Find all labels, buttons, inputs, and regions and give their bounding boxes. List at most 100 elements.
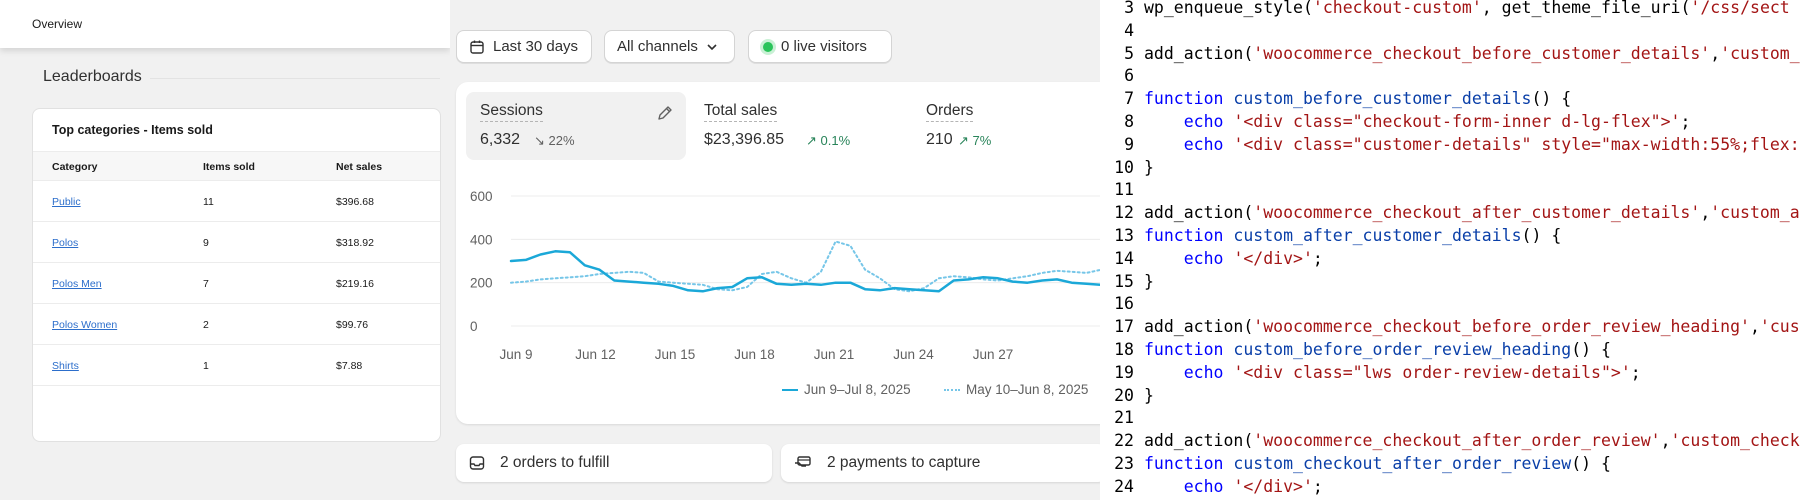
code-text: echo '<div class="checkout-form-inner d-… bbox=[1183, 112, 1691, 131]
items-sold-cell: 1 bbox=[203, 360, 209, 372]
line-number: 15 bbox=[1114, 271, 1134, 291]
table-header: Category Items sold Net sales bbox=[33, 151, 440, 181]
live-visitors-button[interactable]: 0 live visitors bbox=[748, 30, 892, 63]
orders-to-fulfill-label: 2 orders to fulfill bbox=[500, 454, 610, 471]
arrow-up-right-icon: ↗ bbox=[806, 133, 817, 148]
x-tick-label: Jun 18 bbox=[734, 347, 775, 362]
payment-hand-icon bbox=[795, 456, 811, 467]
calendar-icon bbox=[470, 40, 484, 54]
series-line-current bbox=[509, 250, 1100, 293]
y-tick-label: 400 bbox=[470, 232, 493, 247]
line-number: 24 bbox=[1114, 476, 1134, 496]
pencil-icon[interactable] bbox=[656, 104, 674, 122]
x-tick-label: Jun 27 bbox=[973, 347, 1014, 362]
code-text: echo '</div>'; bbox=[1183, 476, 1323, 496]
x-tick-label: Jun 15 bbox=[655, 347, 696, 362]
line-number: 14 bbox=[1114, 248, 1134, 268]
legend-dotted-swatch bbox=[944, 388, 960, 391]
leaderboards-heading: Leaderboards bbox=[43, 68, 142, 85]
code-editor[interactable]: 3 wp_enqueue_style('checkout-custom', get… bbox=[1100, 0, 1800, 500]
line-number: 18 bbox=[1114, 340, 1134, 359]
legend-current: Jun 9–Jul 8, 2025 bbox=[782, 382, 911, 397]
payments-to-capture-button[interactable]: 2 payments to capture bbox=[781, 444, 1100, 482]
code-text: add_action('woocommerce_checkout_before_… bbox=[1144, 43, 1800, 63]
items-sold-cell: 7 bbox=[203, 278, 209, 290]
line-number: 9 bbox=[1124, 134, 1134, 154]
x-tick-label: Jun 9 bbox=[499, 347, 532, 362]
categories-table: Category Items sold Net sales Public 11 … bbox=[33, 151, 440, 386]
line-number: 17 bbox=[1114, 317, 1134, 337]
column-header-items-sold: Items sold bbox=[203, 161, 255, 173]
category-link[interactable]: Shirts bbox=[52, 360, 79, 372]
code-text: function custom_before_order_review_head… bbox=[1144, 340, 1611, 359]
net-sales-cell: $99.76 bbox=[336, 319, 369, 331]
net-sales-cell: $7.88 bbox=[336, 360, 363, 372]
orders-delta-value: 7% bbox=[972, 133, 992, 148]
line-number: 6 bbox=[1124, 66, 1134, 86]
metrics-card: Sessions 6,332 ↘ 22% Total sales $23,396… bbox=[456, 82, 1100, 424]
date-range-button[interactable]: Last 30 days bbox=[456, 30, 592, 63]
metric-sessions[interactable]: Sessions 6,332 ↘ 22% bbox=[466, 92, 686, 160]
line-number: 16 bbox=[1114, 294, 1134, 314]
total-sales-label: Total sales bbox=[704, 102, 778, 122]
net-sales-cell: $219.16 bbox=[336, 278, 374, 290]
line-number: 8 bbox=[1124, 112, 1134, 131]
code-text: add_action('woocommerce_checkout_before_… bbox=[1144, 317, 1800, 337]
arrow-down-right-icon: ↘ bbox=[534, 133, 545, 148]
top-categories-card: Top categories - Items sold Category Ite… bbox=[32, 108, 441, 442]
orders-to-fulfill-button[interactable]: 2 orders to fulfill bbox=[456, 444, 772, 482]
arrow-up-right-icon: ↗ bbox=[958, 133, 969, 148]
sessions-label: Sessions bbox=[480, 102, 543, 122]
line-number: 5 bbox=[1124, 43, 1134, 63]
orders-label: Orders bbox=[926, 102, 974, 122]
table-row: Shirts 1 $7.88 bbox=[33, 345, 440, 386]
line-number: 13 bbox=[1114, 226, 1134, 245]
code-text: function custom_checkout_after_order_rev… bbox=[1144, 454, 1611, 473]
chevron-down-icon bbox=[707, 43, 717, 50]
line-number: 19 bbox=[1114, 362, 1134, 382]
legend-previous-label: May 10–Jun 8, 2025 bbox=[966, 382, 1089, 397]
x-tick-label: Jun 24 bbox=[893, 347, 934, 362]
orders-delta: ↗ 7% bbox=[958, 133, 991, 149]
table-row: Polos 9 $318.92 bbox=[33, 222, 440, 263]
card-title: Top categories - Items sold bbox=[52, 123, 213, 137]
leaderboards-panel: Overview Leaderboards Top categories - I… bbox=[0, 0, 450, 500]
total-sales-value: $23,396.85 bbox=[704, 131, 785, 148]
legend-current-label: Jun 9–Jul 8, 2025 bbox=[804, 382, 911, 397]
channel-select[interactable]: All channels bbox=[604, 30, 735, 63]
x-tick-label: Jun 12 bbox=[575, 347, 616, 362]
code-text: } bbox=[1144, 385, 1154, 405]
line-number: 7 bbox=[1124, 89, 1134, 109]
code-text: wp_enqueue_style('checkout-custom', get_… bbox=[1144, 0, 1790, 17]
code-text: } bbox=[1144, 271, 1154, 291]
column-header-category: Category bbox=[52, 161, 98, 173]
total-sales-delta-value: 0.1% bbox=[820, 133, 851, 148]
line-number: 11 bbox=[1114, 180, 1134, 200]
line-number: 12 bbox=[1114, 203, 1134, 223]
code-text: echo '<div class="lws order-review-detai… bbox=[1183, 362, 1641, 382]
date-range-label: Last 30 days bbox=[493, 38, 579, 55]
items-sold-cell: 11 bbox=[203, 196, 214, 208]
inbox-icon bbox=[469, 456, 485, 470]
line-number: 20 bbox=[1114, 385, 1134, 405]
category-link[interactable]: Polos Men bbox=[52, 278, 102, 290]
payments-to-capture-label: 2 payments to capture bbox=[827, 454, 981, 471]
code-text: function custom_after_customer_details()… bbox=[1144, 226, 1562, 245]
sessions-delta-value: 22% bbox=[548, 133, 575, 148]
y-tick-label: 0 bbox=[470, 319, 478, 334]
category-link[interactable]: Polos Women bbox=[52, 319, 118, 331]
code-text: } bbox=[1144, 157, 1154, 177]
items-sold-cell: 9 bbox=[203, 237, 209, 249]
category-link[interactable]: Polos bbox=[52, 237, 79, 249]
table-row: Public 11 $396.68 bbox=[33, 181, 440, 222]
code-text: echo '</div>'; bbox=[1183, 248, 1323, 268]
category-link[interactable]: Public bbox=[52, 196, 81, 208]
line-number: 21 bbox=[1114, 408, 1134, 428]
code-text: add_action('woocommerce_checkout_after_c… bbox=[1144, 203, 1800, 223]
table-row: Polos Women 2 $99.76 bbox=[33, 304, 440, 345]
total-sales-delta: ↗ 0.1% bbox=[806, 133, 850, 149]
net-sales-cell: $318.92 bbox=[336, 237, 374, 249]
code-text: echo '<div class="customer-details" styl… bbox=[1183, 134, 1800, 154]
column-header-net-sales: Net sales bbox=[336, 161, 383, 173]
items-sold-cell: 2 bbox=[203, 319, 209, 331]
